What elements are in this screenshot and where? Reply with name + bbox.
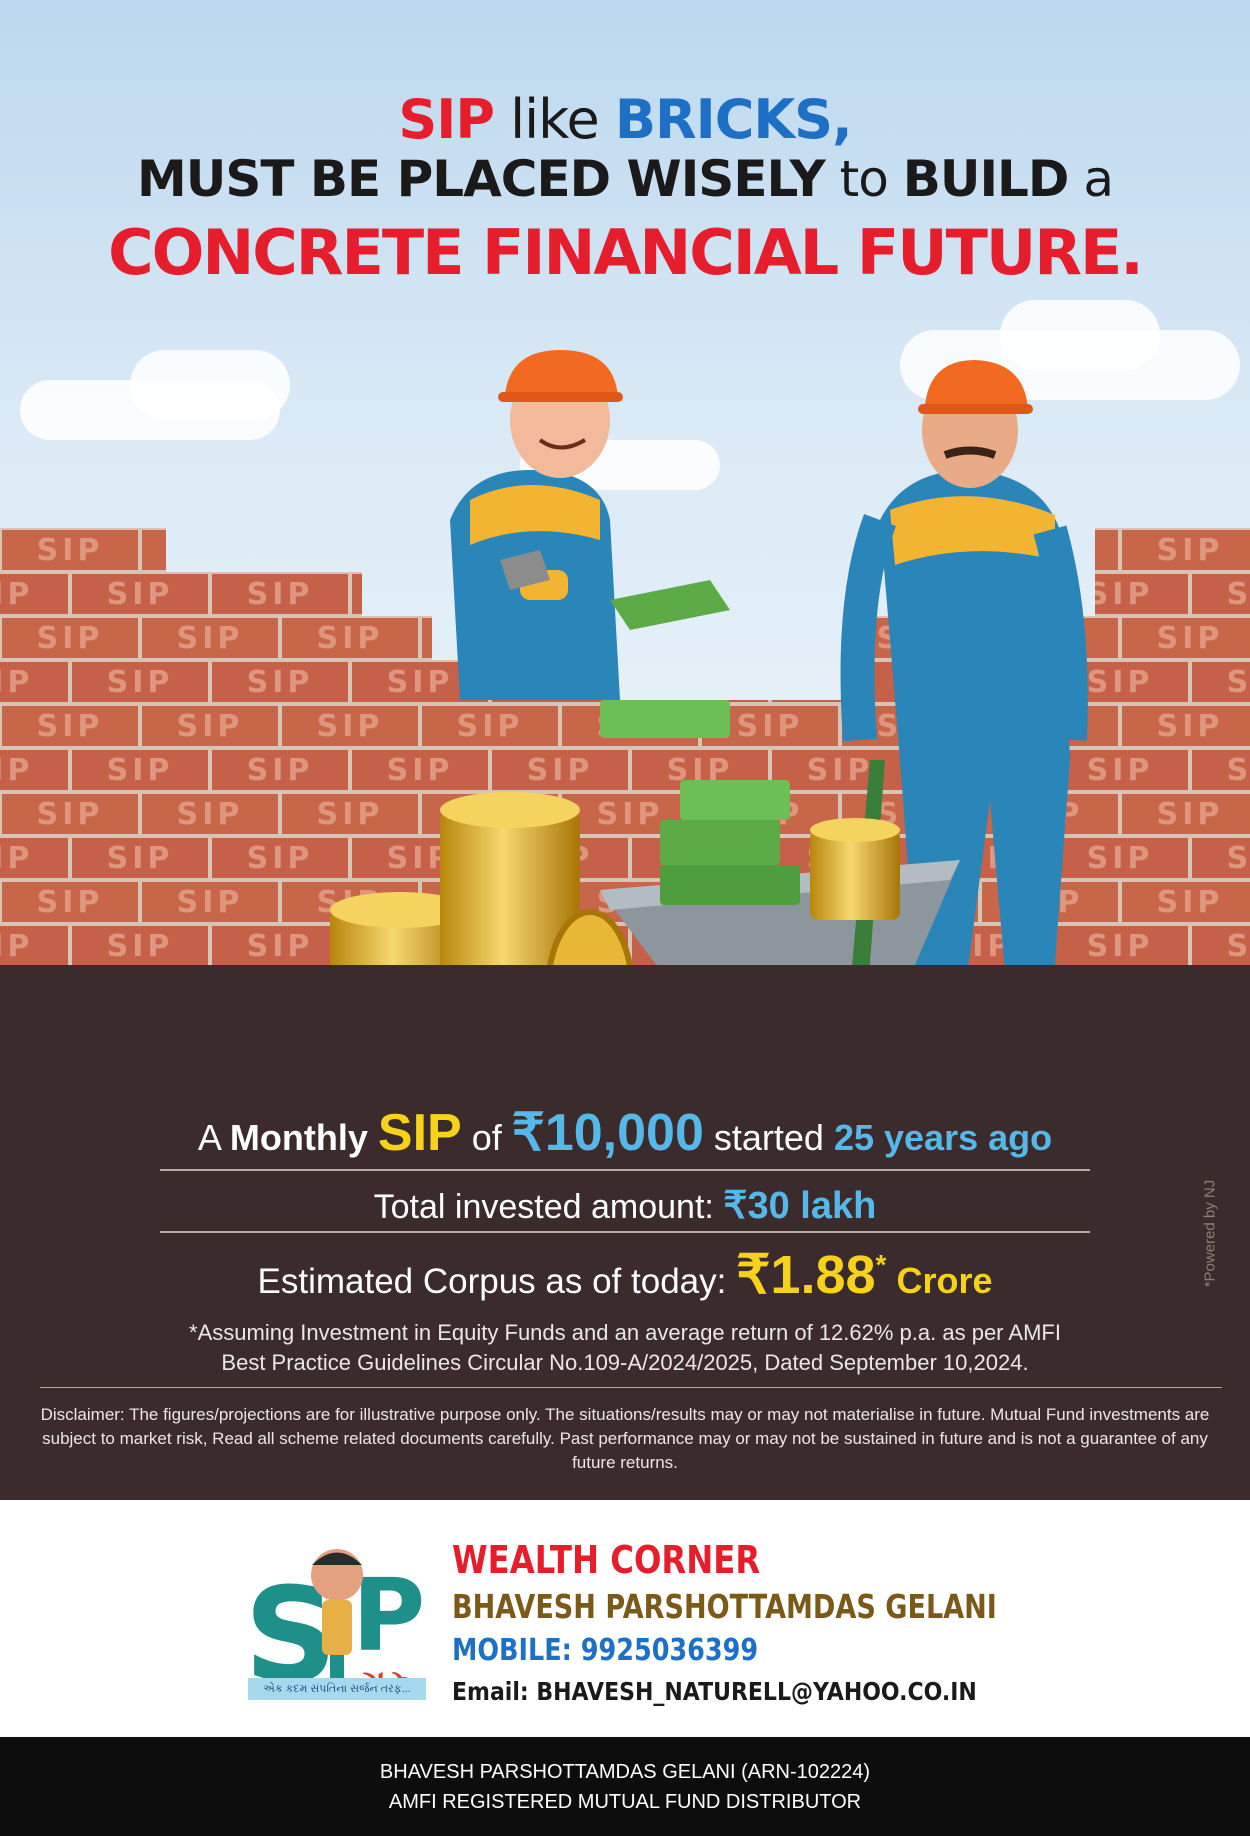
contact-section: S P ગુરુ એક કદમ સંપતિના સર્જન તરફ... WEA…	[0, 1500, 1250, 1737]
assumption-note: *Assuming Investment in Equity Funds and…	[0, 1318, 1250, 1378]
headline-bricks: BRICKS,	[614, 88, 853, 151]
hero-illustration: SIP SIP SIP	[0, 0, 1250, 965]
distributor-name: BHAVESH PARSHOTTAMDAS GELANI	[452, 1587, 997, 1626]
headline-line-3: CONCRETE FINANCIAL FUTURE.	[108, 216, 1144, 289]
footer-registration: AMFI REGISTERED MUTUAL FUND DISTRIBUTOR	[388, 1791, 862, 1813]
corpus-asterisk: *	[875, 1249, 887, 1280]
divider	[160, 1231, 1090, 1233]
divider	[40, 1387, 1222, 1388]
cash-bundles	[600, 700, 800, 905]
monthly-sip-line: A Monthly SIP of ₹10,000 started 25 year…	[0, 1103, 1250, 1163]
summary-panel: A Monthly SIP of ₹10,000 started 25 year…	[0, 965, 1250, 1500]
mobile-number[interactable]: MOBILE: 9925036399	[452, 1633, 759, 1668]
worker-right-figure	[840, 360, 1088, 965]
powered-by-nj: *Powered by NJ	[1200, 1145, 1220, 1325]
text-monthly: Monthly	[229, 1117, 378, 1158]
footer: BHAVESH PARSHOTTAMDAS GELANI (ARN-102224…	[0, 1737, 1250, 1836]
cloud	[1000, 300, 1160, 370]
headline-like: like	[493, 88, 615, 151]
email-address[interactable]: Email: BHAVESH_NATURELL@YAHOO.CO.IN	[452, 1677, 977, 1706]
headline-to: to	[824, 150, 903, 208]
estimated-corpus-line: Estimated Corpus as of today: ₹1.88* Cro…	[0, 1243, 1250, 1306]
monthly-amount: ₹10,000	[511, 1104, 704, 1162]
headline-build: BUILD	[902, 150, 1070, 208]
footer-arn: BHAVESH PARSHOTTAMDAS GELANI (ARN-102224…	[379, 1761, 871, 1783]
assumption-note-line-1: *Assuming Investment in Equity Funds and…	[189, 1320, 1061, 1345]
corpus-amount: ₹1.88	[736, 1245, 876, 1305]
text-a: A	[197, 1117, 230, 1158]
logo-tagline: એક કદમ સંપતિના સર્જન તરફ...	[248, 1678, 426, 1700]
coin-stack-wheelbarrow	[810, 818, 900, 920]
years-ago: 25 years ago	[833, 1117, 1053, 1158]
corpus-label: Estimated Corpus as of today:	[257, 1262, 737, 1301]
svg-text:P: P	[352, 1557, 425, 1674]
worker-left-figure	[450, 350, 730, 700]
headline-sip: SIP	[398, 88, 495, 151]
text-sip: SIP	[377, 1104, 462, 1162]
headline-a: a	[1068, 150, 1114, 208]
total-invested-amount: ₹30 lakh	[723, 1185, 877, 1227]
text-started: started	[703, 1117, 834, 1158]
headline-must-be-placed: MUST BE PLACED WISELY	[137, 150, 826, 208]
disclaimer: Disclaimer: The figures/projections are …	[40, 1405, 1210, 1472]
brick-wall-scene: SIP SIP SIP	[0, 350, 1250, 965]
corpus-unit: Crore	[886, 1260, 993, 1301]
powered-by-text: *Powered by NJ	[1201, 1179, 1219, 1288]
cloud	[130, 350, 290, 420]
headline-line-1: SIP like BRICKS,	[0, 88, 1250, 151]
company-name: WEALTH CORNER	[452, 1538, 761, 1582]
sip-guru-logo: S P ગુરુ	[244, 1549, 425, 1700]
assumption-note-line-2: Best Practice Guidelines Circular No.109…	[221, 1350, 1029, 1375]
total-invested-label: Total invested amount:	[373, 1188, 724, 1226]
coins-and-wheelbarrow	[330, 700, 960, 1097]
text-of: of	[461, 1117, 512, 1158]
headline-line-2: MUST BE PLACED WISELY to BUILD a	[0, 150, 1250, 208]
divider	[160, 1169, 1090, 1171]
total-invested-line: Total invested amount: ₹30 lakh	[0, 1183, 1250, 1228]
